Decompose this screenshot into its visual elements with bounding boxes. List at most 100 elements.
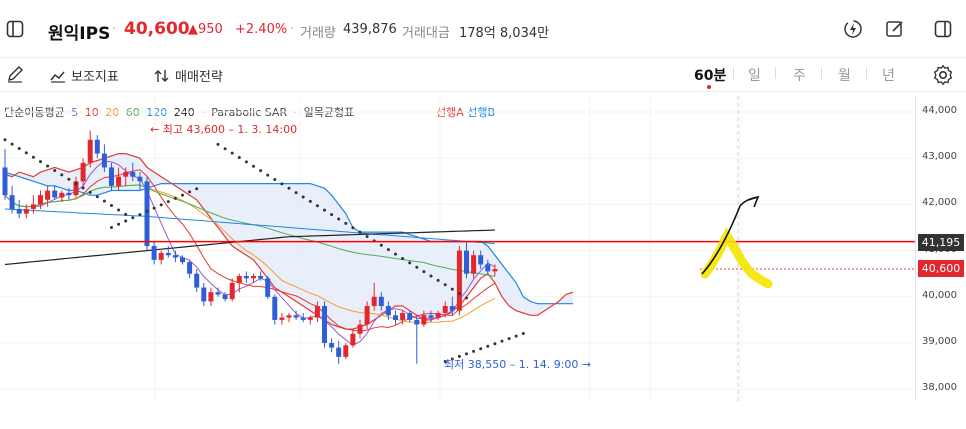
candle-body [435, 312, 441, 318]
candle-body [165, 252, 171, 256]
candle-body [343, 345, 349, 357]
candle-body [59, 192, 65, 198]
candle-body [492, 269, 498, 272]
timeframe-month[interactable]: 월 [838, 68, 851, 84]
candle-body [279, 317, 285, 320]
candle-body [215, 292, 221, 295]
candle-body [378, 296, 384, 307]
indicator-chart-icon [50, 71, 65, 83]
candle-body [265, 278, 271, 297]
psar-dot [450, 357, 454, 361]
price-chart[interactable] [0, 96, 915, 401]
candle-body [2, 167, 8, 196]
candle-body [80, 162, 86, 182]
candle-body [478, 255, 484, 265]
timeframe-60min[interactable]: 60분 [694, 68, 727, 84]
y-tick-label: 40,000 [922, 289, 957, 301]
psar-dot [24, 151, 28, 155]
change-rate: +2.40% [235, 22, 288, 37]
psar-dot [166, 200, 170, 204]
candle-body [407, 312, 413, 320]
psar-dot [443, 283, 447, 287]
drawn-arrow-head [747, 195, 760, 208]
psar-dot [479, 347, 483, 351]
candle-body [456, 250, 462, 311]
candle-body [73, 181, 79, 196]
settings-gear-icon[interactable] [932, 64, 954, 86]
psar-dot [294, 191, 298, 195]
timeframe-divider [733, 67, 734, 79]
reference-price-tag: 41,195 [918, 233, 964, 251]
aux-indicator-button[interactable]: 보조지표 [50, 66, 119, 85]
psar-dot [67, 177, 71, 181]
candle-body [371, 296, 377, 307]
y-axis-line [915, 96, 916, 401]
candle-body [314, 306, 320, 318]
psar-dot [493, 342, 497, 346]
psar-dot [110, 226, 113, 229]
psar-dot [408, 261, 412, 265]
separator-dot: · [290, 22, 295, 37]
sidebar-toggle-icon[interactable] [6, 20, 24, 38]
candle-body [236, 276, 242, 283]
candle-body [52, 190, 58, 198]
psar-dot [301, 195, 305, 199]
psar-dot [124, 212, 128, 216]
active-timeframe-dot [707, 85, 711, 89]
psar-dot [457, 354, 461, 358]
edit-icon[interactable] [885, 19, 905, 39]
timeframe-day[interactable]: 일 [748, 68, 761, 84]
draw-pen-icon[interactable] [6, 65, 24, 83]
price-change: ▲950 [188, 22, 223, 37]
psar-dot [443, 359, 447, 363]
timeframe-week[interactable]: 주 [793, 68, 806, 84]
psar-dot [315, 204, 319, 208]
current-price: 40,600 [124, 19, 190, 39]
psar-dot [379, 243, 383, 247]
psar-dot [436, 278, 440, 282]
psar-dot [415, 265, 419, 269]
sort-arrows-icon [154, 69, 169, 82]
psar-dot [465, 352, 468, 356]
timeframe-year[interactable]: 년 [882, 68, 895, 84]
candle-body [180, 257, 185, 263]
psar-dot [181, 193, 184, 197]
candle-body [130, 172, 136, 177]
psar-dot [173, 196, 177, 200]
candle-body [94, 139, 100, 154]
candle-body [286, 315, 292, 318]
psar-dot [244, 160, 248, 164]
current-price-label: 40,600 [921, 262, 961, 276]
separator-dot: · [112, 22, 117, 37]
psar-dot [507, 337, 511, 341]
psar-dot [138, 213, 142, 217]
candle-body [357, 324, 363, 334]
candle-body [471, 255, 477, 274]
candle-body [258, 276, 264, 279]
psar-dot [308, 199, 312, 203]
psar-dot [422, 270, 426, 274]
psar-dot [17, 146, 21, 150]
psar-dot [429, 274, 433, 278]
psar-dot [486, 344, 490, 348]
psar-dot [195, 187, 199, 191]
psar-dot [60, 173, 64, 177]
candle-body [137, 176, 143, 182]
candle-body [414, 319, 420, 325]
candle-body [400, 312, 406, 320]
layout-panel-icon[interactable] [934, 20, 952, 38]
psar-dot [46, 164, 50, 168]
psar-dot [365, 235, 369, 239]
candle-body [421, 315, 427, 325]
strategy-button[interactable]: 매매전략 [154, 66, 223, 85]
volume-label: 거래량 [300, 26, 336, 41]
flash-icon[interactable] [843, 19, 863, 39]
psar-dot [10, 142, 14, 146]
psar-dot [344, 221, 348, 225]
ma10-line [4, 169, 496, 332]
psar-dot [465, 296, 468, 300]
timeframe-divider [866, 67, 867, 79]
candle-body [442, 306, 448, 313]
timeframe-divider [775, 67, 776, 79]
candle-body [449, 306, 455, 311]
